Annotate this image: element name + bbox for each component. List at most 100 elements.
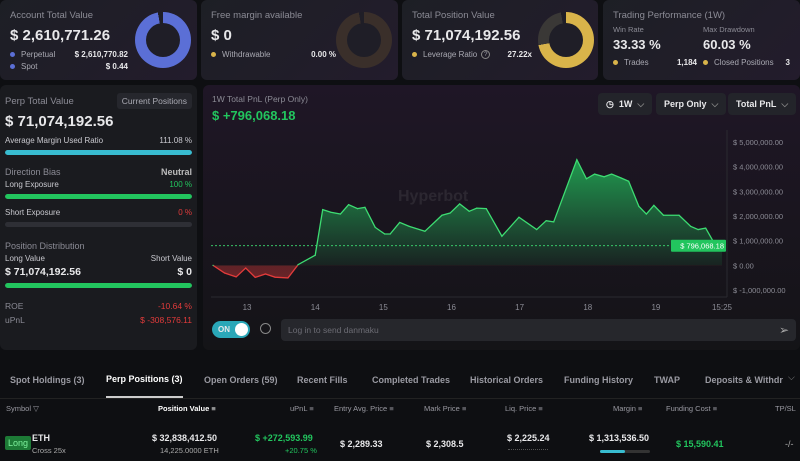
- period-select[interactable]: ◷ 1W ⌵: [598, 93, 653, 115]
- tab-historical-orders[interactable]: Historical Orders: [470, 375, 544, 385]
- symbol[interactable]: ETH: [32, 433, 50, 443]
- roe-value: -10.64 %: [157, 301, 192, 311]
- upnl-percent: +20.75 %: [285, 446, 317, 455]
- header-liq-price[interactable]: Liq. Price ≡: [505, 404, 543, 413]
- free-margin-card: Free margin available $ 0 Withdrawable 0.…: [201, 0, 398, 80]
- header-label: Entry Avg. Price: [334, 404, 388, 413]
- sort-icon: ≡: [461, 404, 467, 413]
- header-tpsl: TP/SL: [775, 404, 796, 413]
- bottom-tabs: Spot Holdings (3) Perp Positions (3) Open …: [0, 362, 783, 398]
- legend-dot: [211, 52, 216, 57]
- closed-positions-value: 3: [785, 58, 790, 67]
- tpsl[interactable]: -/-: [785, 439, 794, 449]
- position-distribution-label: Position Distribution: [5, 241, 85, 251]
- perp-total-value: $ 71,074,192.56: [5, 113, 114, 130]
- sort-icon: ≡: [538, 404, 543, 413]
- long-exposure-label: Long Exposure: [5, 180, 59, 189]
- margin-usage-bar: [600, 450, 650, 453]
- liq-price: $ 2,225.24: [507, 433, 550, 443]
- sort-icon: ≡: [638, 404, 643, 413]
- pnl-value: $ +796,068.18: [212, 108, 296, 123]
- card-title: Trading Performance (1W): [613, 10, 726, 21]
- tab-funding-history[interactable]: Funding History: [564, 375, 633, 385]
- distribution-bar: [5, 283, 192, 288]
- pnl-title: 1W Total PnL (Perp Only): [212, 94, 308, 104]
- margin: $ 1,313,536.50: [589, 433, 650, 443]
- legend-dot: [703, 60, 708, 65]
- clock-icon: ◷: [606, 98, 614, 109]
- scope-select[interactable]: Perp Only ⌵: [656, 93, 727, 115]
- tab-open-orders[interactable]: Open Orders (59): [204, 375, 278, 385]
- header-funding-cost[interactable]: Funding Cost ≡: [666, 404, 717, 413]
- metric-value: Total PnL: [736, 99, 777, 109]
- legend-label: Spot: [21, 62, 38, 71]
- metric-select[interactable]: Total PnL ⌵: [728, 93, 797, 115]
- upnl-label: uPnL: [5, 315, 25, 325]
- direction-bias-value: Neutral: [160, 167, 192, 177]
- send-icon[interactable]: ➢: [778, 323, 789, 337]
- legend-dot: [10, 64, 15, 69]
- tab-perp-positions[interactable]: Perp Positions (3): [106, 362, 183, 398]
- funding-cost: $ 15,590.41: [676, 439, 724, 449]
- account-donut: [135, 12, 191, 68]
- scope-value: Perp Only: [664, 99, 707, 109]
- account-total-card: Account Total Value $ 2,610,771.26 Perpe…: [0, 0, 197, 80]
- legend-value: 27.22x: [507, 50, 532, 59]
- card-title: Account Total Value: [10, 10, 94, 21]
- entry-price: $ 2,289.33: [340, 439, 383, 449]
- filter-icon[interactable]: ▽: [33, 404, 39, 413]
- toggle-label: ON: [218, 325, 230, 334]
- short-exposure-value: 0 %: [178, 208, 192, 217]
- margin-mode: Cross 25x: [32, 446, 66, 455]
- trades-label: Trades: [624, 58, 649, 67]
- free-margin-value: $ 0: [211, 27, 232, 44]
- legend-label: Leverage Ratio: [423, 50, 478, 59]
- short-exposure-label: Short Exposure: [5, 208, 61, 217]
- win-rate-value: 33.33 %: [613, 37, 661, 52]
- tab-completed-trades[interactable]: Completed Trades: [372, 375, 451, 385]
- legend-label: Withdrawable: [222, 50, 271, 59]
- header-mark-price[interactable]: Mark Price ≡: [424, 404, 466, 413]
- short-value-label: Short Value: [150, 254, 192, 263]
- closed-positions-label: Closed Positions: [714, 58, 774, 67]
- header-upnl[interactable]: uPnL ≡: [290, 404, 314, 413]
- danmaku-input[interactable]: Log in to send danmaku ➢: [281, 319, 796, 341]
- chevron-down-icon: ⌵: [711, 98, 719, 109]
- sort-icon: ≡: [389, 404, 394, 413]
- total-position-value: $ 71,074,192.56: [412, 27, 521, 44]
- help-icon[interactable]: ?: [481, 50, 491, 59]
- header-symbol[interactable]: Symbol ▽: [6, 404, 39, 413]
- card-title: Total Position Value: [412, 10, 495, 21]
- tab-recent-fills[interactable]: Recent Fills: [297, 375, 348, 385]
- tab-twap[interactable]: TWAP: [654, 375, 680, 385]
- sort-icon: ≡: [712, 404, 718, 413]
- header-label: Symbol: [6, 404, 32, 413]
- pnl-chart-panel: 1W Total PnL (Perp Only) $ +796,068.18 ◷…: [203, 85, 800, 350]
- danmaku-placeholder: Log in to send danmaku: [288, 325, 379, 335]
- long-exposure-value: 100 %: [169, 180, 192, 189]
- header-margin[interactable]: Margin ≡: [613, 404, 642, 413]
- legend-value: $ 0.44: [105, 62, 128, 71]
- header-entry-price[interactable]: Entry Avg. Price ≡: [334, 404, 394, 413]
- header-position-value[interactable]: Position Value ≡: [158, 404, 216, 413]
- free-margin-donut: [336, 12, 392, 68]
- roe-label: ROE: [5, 301, 24, 311]
- short-exposure-bar: [5, 222, 192, 227]
- legend-dot: [10, 52, 15, 57]
- long-value-label: Long Value: [5, 254, 45, 263]
- margin-ratio-bar: [5, 150, 192, 155]
- header-label: Liq. Price: [505, 404, 537, 413]
- legend-label: Perpetual: [21, 50, 56, 59]
- danmaku-toggle[interactable]: ON: [212, 321, 250, 338]
- tabs-more-chevron-icon[interactable]: ⌵: [788, 372, 795, 382]
- current-positions-button[interactable]: Current Positions: [116, 93, 192, 109]
- header-label: uPnL: [290, 404, 308, 413]
- max-drawdown-value: 60.03 %: [703, 37, 751, 52]
- tab-deposits-withdra[interactable]: Deposits & Withdra: [705, 375, 783, 385]
- settings-icon[interactable]: [260, 323, 271, 334]
- win-rate-label: Win Rate: [613, 25, 644, 34]
- direction-bias-label: Direction Bias: [5, 167, 61, 177]
- header-label: Margin: [613, 404, 636, 413]
- tab-spot-holdings[interactable]: Spot Holdings (3): [10, 375, 85, 385]
- liq-distance-indicator: [508, 449, 548, 450]
